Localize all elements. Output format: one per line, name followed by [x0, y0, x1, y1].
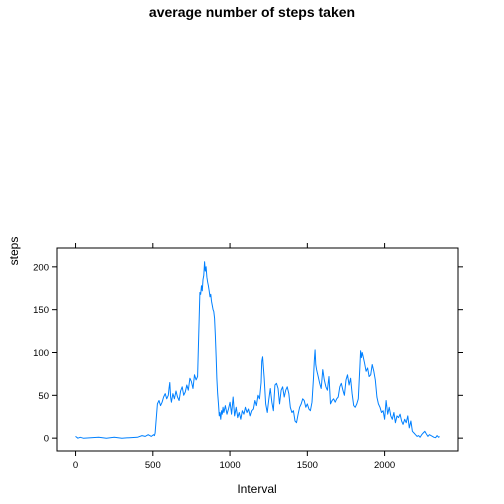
steps-series-line: [75, 261, 440, 439]
x-tick-label: 2000: [374, 460, 395, 471]
y-tick-label: 200: [33, 262, 49, 273]
y-tick-label: 150: [33, 305, 49, 316]
x-tick-label: 0: [73, 460, 78, 471]
x-axis: 0 500 1000 1500 2000: [73, 243, 395, 471]
x-tick-label: 500: [145, 460, 161, 471]
y-tick-label: 0: [44, 434, 49, 445]
chart-title: average number of steps taken: [149, 4, 355, 20]
y-tick-label: 50: [38, 391, 49, 402]
x-tick-label: 1000: [220, 460, 241, 471]
y-axis-label: steps: [7, 237, 21, 266]
plot-panel: [56, 247, 459, 452]
y-axis: 0 50 100 150 200: [33, 262, 463, 445]
x-tick-label: 1500: [297, 460, 318, 471]
y-tick-label: 100: [33, 348, 49, 359]
x-axis-label: Interval: [237, 482, 276, 496]
